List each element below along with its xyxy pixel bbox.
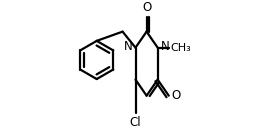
Text: N: N [160,40,168,53]
Text: CH₃: CH₃ [170,43,190,53]
Text: Cl: Cl [129,116,141,129]
Text: O: O [141,1,151,14]
Text: N: N [123,40,132,53]
Text: O: O [171,89,180,102]
